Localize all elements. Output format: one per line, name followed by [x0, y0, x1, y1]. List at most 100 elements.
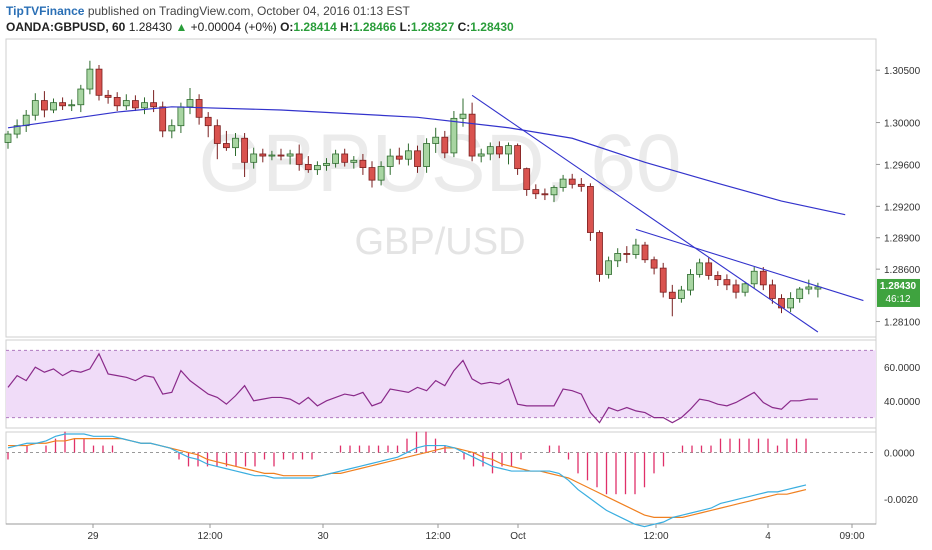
candle-body-down: [395, 155, 403, 160]
candle: [222, 130, 230, 151]
last-price-label: 1.28430: [880, 281, 917, 292]
candle: [796, 286, 804, 303]
candle: [596, 230, 603, 282]
candle-body-up: [377, 166, 385, 181]
time-tick-label: 4: [765, 531, 771, 542]
publish-info: published on TradingView.com, October 04…: [87, 4, 410, 18]
low-label: L:: [399, 20, 411, 34]
candle: [350, 156, 358, 169]
chart-header: TipTVFinance published on TradingView.co…: [6, 3, 926, 37]
trendlines-group[interactable]: [471, 94, 864, 333]
candle-body-down: [759, 270, 767, 286]
time-tick-label: 12:00: [197, 531, 222, 542]
candle: [168, 119, 176, 139]
candle: [523, 167, 531, 196]
candle-body-up: [678, 289, 685, 299]
candle-body-down: [213, 125, 221, 144]
candle-body-up: [332, 153, 340, 164]
candle-body-down: [150, 102, 158, 108]
candle-body-down: [304, 164, 312, 171]
candle-body-up: [787, 298, 794, 309]
time-tick-label: Oct: [510, 531, 526, 542]
macd-line: [7, 433, 807, 528]
last-price: 1.28430: [128, 20, 173, 34]
publisher-name[interactable]: TipTVFinance: [6, 4, 85, 18]
price-tick-label: 1.30500: [884, 66, 921, 77]
candle: [778, 294, 785, 314]
rsi-axis-ticks: 60.0000 40.0000: [884, 363, 921, 408]
candle-body-up: [450, 117, 458, 154]
price-tick-label: 1.29600: [884, 160, 921, 171]
candle: [769, 279, 776, 304]
candle-body-down: [705, 262, 713, 276]
countdown-label: 46:12: [885, 294, 910, 305]
candle: [641, 241, 649, 263]
macd-histogram: [7, 431, 807, 495]
candle-body-down: [668, 291, 676, 299]
candle: [532, 184, 540, 199]
open-label: O:: [280, 20, 294, 34]
candle: [232, 133, 239, 157]
candle-body-down: [41, 100, 48, 111]
candle: [477, 148, 485, 163]
candle: [568, 173, 576, 189]
candle: [541, 188, 549, 201]
candle-body-down: [414, 150, 421, 167]
candle: [404, 143, 412, 166]
candle: [750, 267, 758, 289]
candle-body-down: [441, 136, 449, 154]
candle-body-down: [259, 153, 267, 157]
candle: [559, 174, 567, 192]
candle-body-up: [268, 154, 276, 157]
candle: [304, 156, 312, 173]
candle: [59, 97, 66, 110]
candle: [732, 279, 740, 299]
candle-body-down: [368, 167, 376, 181]
candle-body-up: [313, 165, 321, 171]
candle-body-down: [204, 116, 212, 127]
chart-area[interactable]: GBPUSD, 60 GBP/USD 1.30500 1.30000 1.29600…: [0, 36, 932, 550]
candle: [687, 269, 694, 296]
candle-body-up: [177, 106, 185, 127]
candle-body-up: [459, 113, 467, 119]
candle-body-down: [659, 267, 667, 293]
candle-body-down: [523, 168, 531, 190]
high-value: 1.28466: [352, 20, 397, 34]
rsi-line: [7, 352, 818, 424]
time-tick-label: 12:00: [425, 531, 450, 542]
candle-body-down: [359, 159, 367, 168]
watermark-symbol: GBPUSD, 60: [198, 118, 681, 209]
candle-body-up: [31, 100, 39, 116]
candle-body-down: [541, 193, 549, 196]
trendline[interactable]: [471, 94, 819, 333]
candle: [95, 64, 103, 101]
candle: [814, 282, 822, 298]
candle: [386, 148, 394, 175]
candle-body-up: [77, 88, 85, 106]
candle-body-up: [605, 260, 612, 275]
time-axis-ticks: 29 12:00 30 12:00 Oct 12:00 4 09:00: [87, 524, 865, 542]
up-arrow-icon: ▲: [175, 20, 188, 34]
candle-body-down: [104, 94, 112, 98]
candle-body-down: [714, 275, 722, 281]
candle: [313, 161, 321, 175]
trendline[interactable]: [635, 228, 864, 302]
candle: [423, 138, 431, 173]
candle: [696, 258, 703, 278]
candle: [13, 119, 21, 139]
candle: [805, 279, 813, 295]
candle-body-up: [141, 102, 148, 109]
candle: [141, 97, 148, 115]
candle: [250, 147, 258, 169]
candle: [587, 183, 594, 241]
candle-body-down: [59, 102, 66, 107]
candle: [759, 267, 767, 291]
candle: [323, 158, 330, 171]
candle-body-down: [723, 279, 731, 286]
open-value: 1.28414: [293, 20, 337, 34]
candle: [450, 111, 458, 158]
change-value: +0.00004 (+0%): [190, 20, 277, 34]
candle: [650, 256, 658, 275]
low-value: 1.28327: [410, 20, 455, 34]
candle-body-up: [814, 286, 822, 290]
